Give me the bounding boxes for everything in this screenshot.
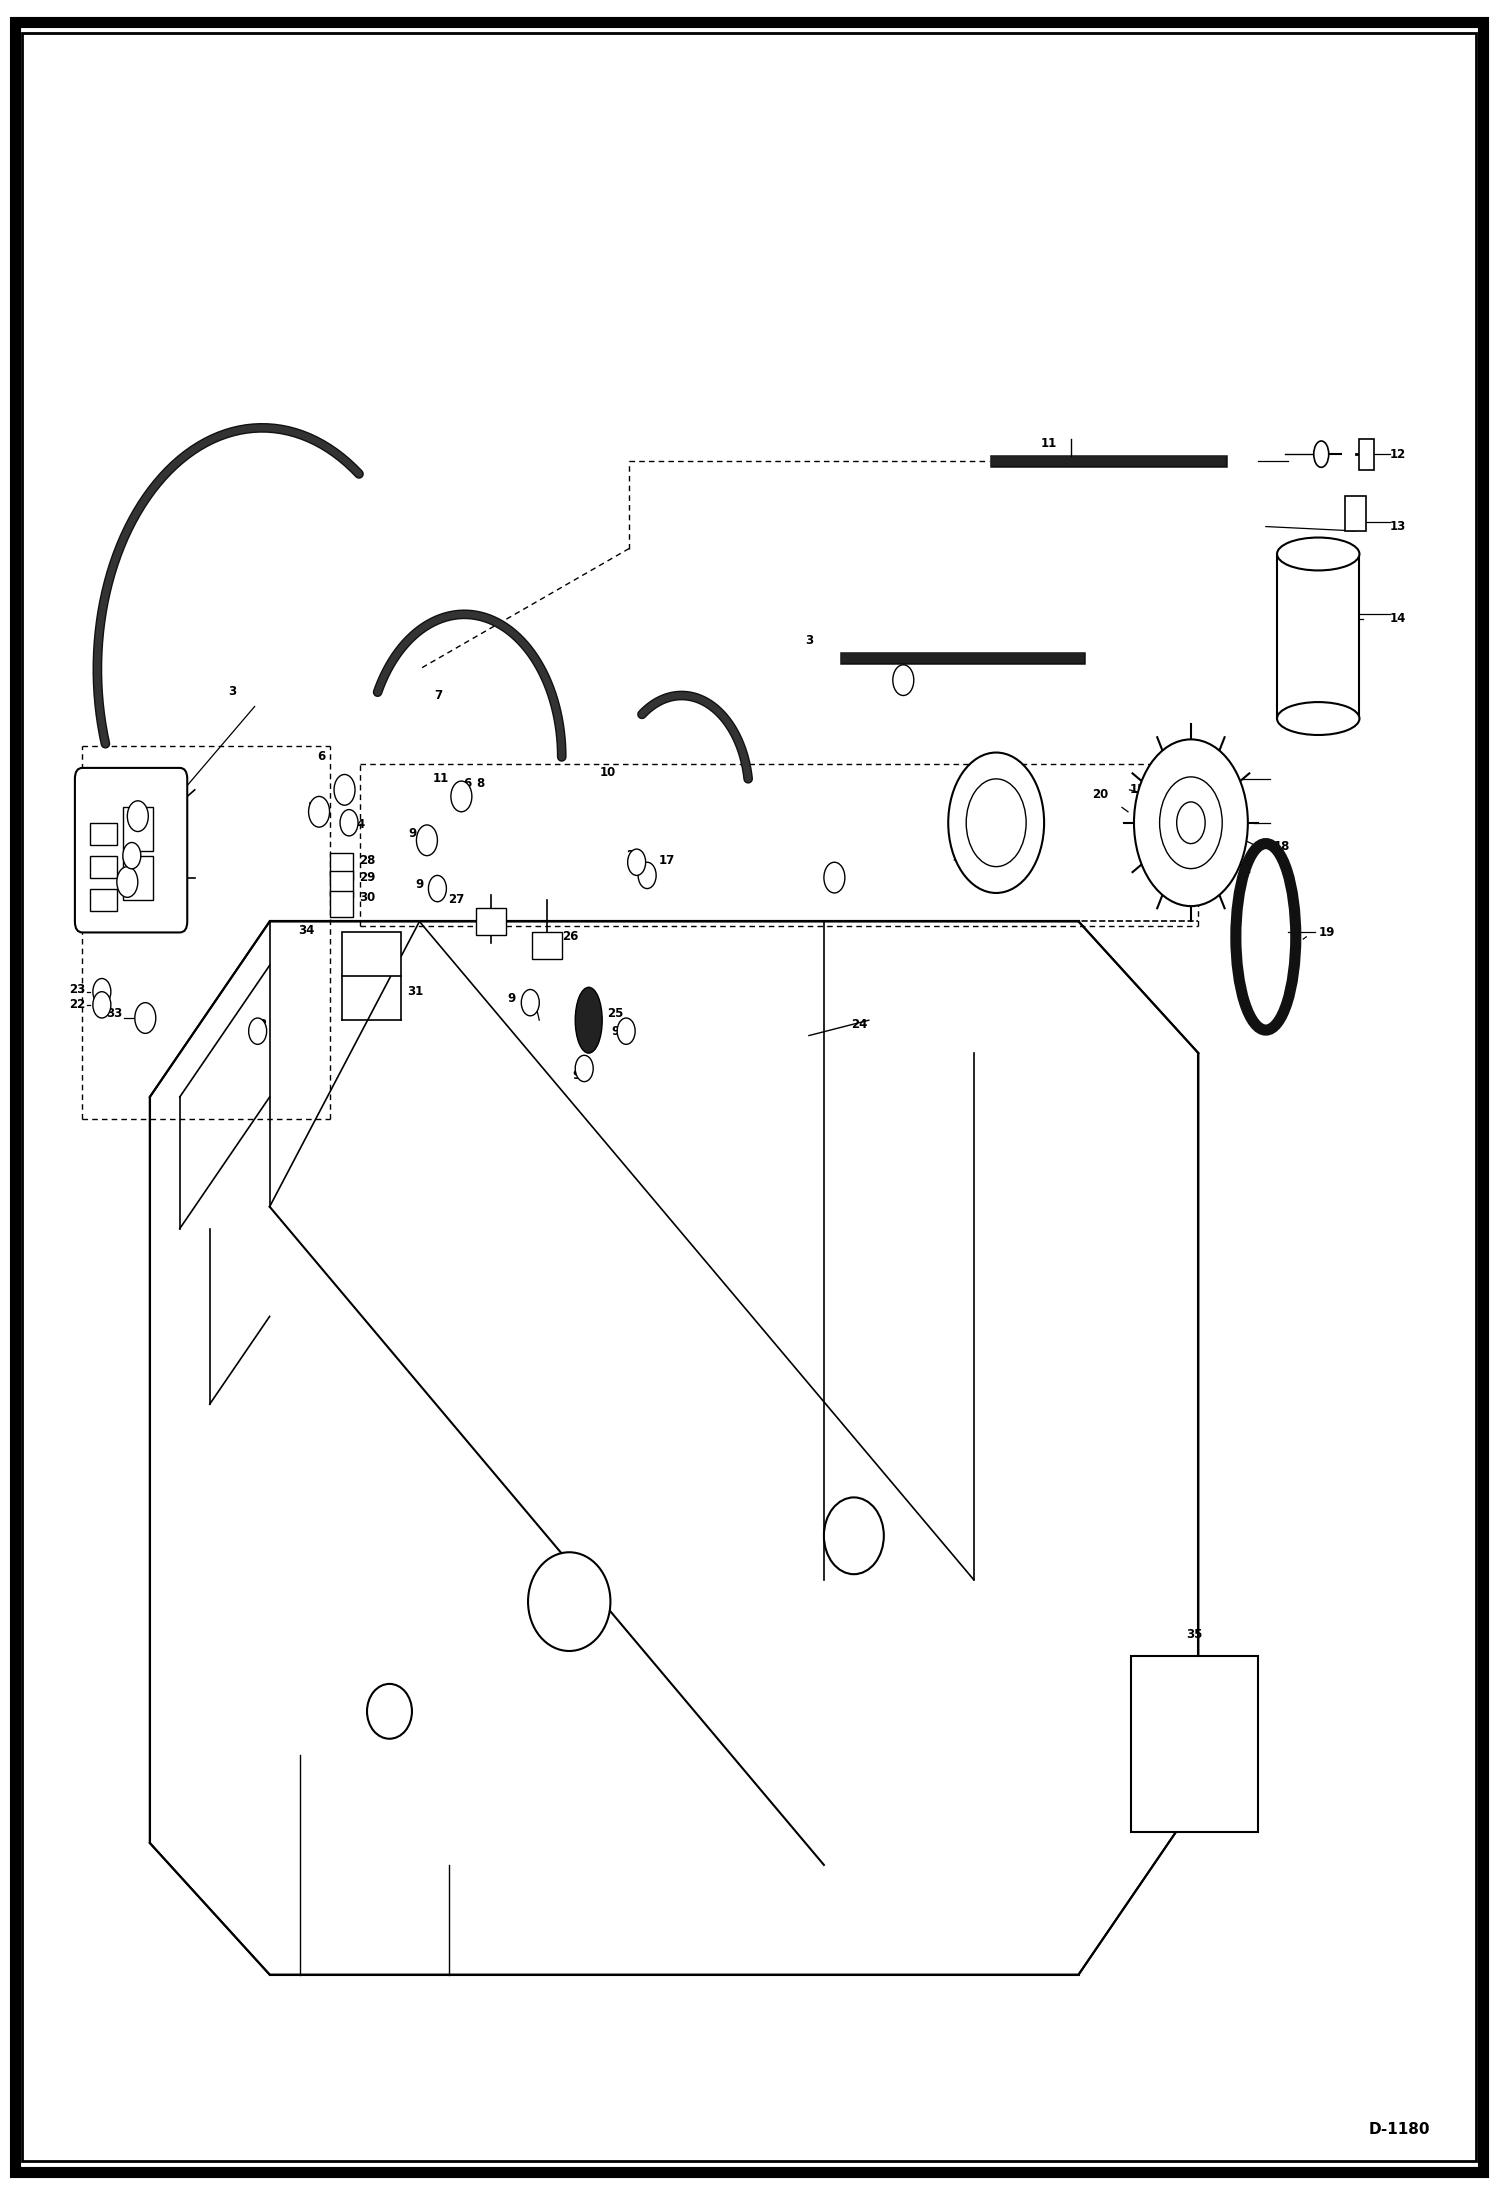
Text: 15: 15 (1129, 783, 1146, 796)
Text: 5: 5 (307, 801, 316, 814)
Circle shape (893, 665, 914, 695)
Bar (330, 853, 354, 880)
Circle shape (117, 867, 138, 897)
Circle shape (416, 825, 437, 856)
Text: 22: 22 (69, 998, 85, 1011)
Text: 9: 9 (572, 1068, 581, 1082)
Ellipse shape (1276, 538, 1360, 570)
Text: 27: 27 (448, 893, 464, 906)
Bar (1345, 496, 1366, 531)
Circle shape (948, 753, 1044, 893)
Circle shape (123, 842, 141, 869)
Text: 11: 11 (433, 772, 449, 785)
Text: 14: 14 (1390, 612, 1407, 625)
Text: 20: 20 (1092, 788, 1109, 801)
Bar (90, 823, 117, 845)
Circle shape (334, 774, 355, 805)
Text: 17: 17 (1212, 823, 1228, 836)
Text: 25: 25 (607, 1007, 623, 1020)
Ellipse shape (575, 987, 602, 1053)
Text: 9: 9 (611, 1025, 620, 1038)
Text: 9: 9 (415, 878, 424, 891)
Text: 4: 4 (357, 818, 366, 832)
Text: 1: 1 (130, 842, 138, 856)
Circle shape (309, 796, 330, 827)
Text: 33: 33 (106, 1007, 123, 1020)
Text: 30: 30 (360, 891, 376, 904)
Circle shape (1134, 739, 1248, 906)
Bar (1359, 439, 1374, 470)
Circle shape (428, 875, 446, 902)
Text: 18: 18 (1273, 840, 1290, 853)
Bar (330, 891, 354, 917)
Text: 8: 8 (476, 777, 485, 790)
Text: 28: 28 (360, 853, 376, 867)
Text: 22: 22 (641, 867, 658, 880)
Text: 35: 35 (1186, 1628, 1201, 1641)
Text: 10: 10 (599, 766, 616, 779)
Text: 7: 7 (434, 689, 442, 702)
Circle shape (340, 810, 358, 836)
Text: 32: 32 (252, 1018, 268, 1031)
Circle shape (93, 979, 111, 1005)
Text: 31: 31 (407, 985, 424, 998)
Bar (90, 889, 117, 911)
Text: 17: 17 (659, 853, 676, 867)
Bar (123, 856, 153, 900)
Text: D-1180: D-1180 (1369, 2122, 1431, 2137)
Text: 3: 3 (804, 634, 813, 647)
Text: 19: 19 (1318, 926, 1335, 939)
Bar (123, 807, 153, 851)
Text: 34: 34 (298, 924, 315, 937)
Ellipse shape (527, 1553, 611, 1650)
Text: 11: 11 (1041, 437, 1056, 450)
Text: 24: 24 (851, 1018, 867, 1031)
Ellipse shape (824, 1499, 884, 1575)
Bar (476, 908, 506, 935)
Bar (342, 932, 401, 976)
Bar (532, 932, 562, 959)
Circle shape (93, 992, 111, 1018)
Circle shape (966, 779, 1026, 867)
Text: 16: 16 (1182, 772, 1198, 785)
Circle shape (638, 862, 656, 889)
Ellipse shape (1314, 441, 1329, 467)
Circle shape (1177, 801, 1204, 845)
Bar (90, 856, 117, 878)
Text: 23: 23 (69, 983, 85, 996)
Ellipse shape (1276, 702, 1360, 735)
FancyBboxPatch shape (1131, 1656, 1258, 1832)
Circle shape (521, 989, 539, 1016)
Text: 9: 9 (407, 827, 416, 840)
Circle shape (575, 1055, 593, 1082)
Text: 21: 21 (959, 849, 975, 862)
Text: 6: 6 (463, 777, 472, 790)
Text: 3: 3 (228, 685, 237, 698)
Text: 6: 6 (316, 750, 325, 764)
Circle shape (628, 849, 646, 875)
Text: 12: 12 (1390, 448, 1407, 461)
Text: 26: 26 (562, 930, 578, 943)
Circle shape (1159, 777, 1222, 869)
Circle shape (617, 1018, 635, 1044)
Text: 13: 13 (1390, 520, 1407, 533)
Bar (1276, 555, 1360, 720)
Circle shape (135, 1003, 156, 1033)
Text: 23: 23 (626, 849, 643, 862)
Ellipse shape (367, 1685, 412, 1738)
Circle shape (127, 801, 148, 832)
Text: 2: 2 (106, 858, 114, 871)
FancyBboxPatch shape (75, 768, 187, 932)
Circle shape (451, 781, 472, 812)
Text: 9: 9 (506, 992, 515, 1005)
Circle shape (249, 1018, 267, 1044)
Bar (330, 871, 354, 897)
Text: 29: 29 (360, 871, 376, 884)
Text: 9: 9 (111, 801, 120, 814)
Circle shape (824, 862, 845, 893)
